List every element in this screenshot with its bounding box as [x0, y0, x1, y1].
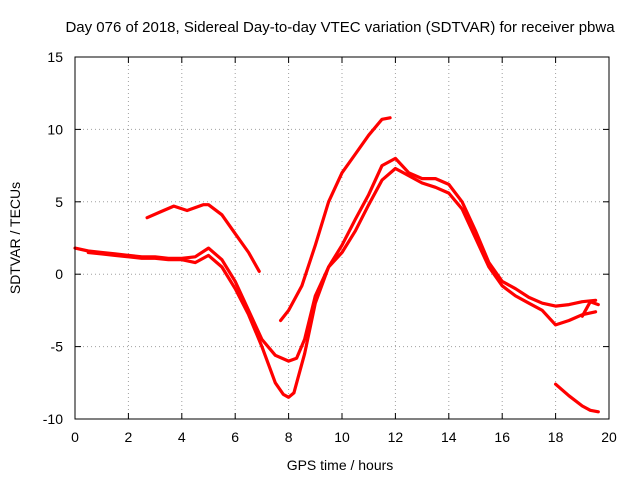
y-tick-label: 5: [55, 194, 63, 210]
y-axis-label: SDTVAR / TECUs: [7, 182, 23, 294]
series-track-4: [279, 116, 392, 323]
x-tick-label: 4: [178, 429, 186, 445]
y-tick-label: 15: [47, 49, 63, 65]
x-axis-label: GPS time / hours: [287, 457, 394, 473]
x-tick-label: 14: [441, 429, 457, 445]
x-tick-label: 6: [231, 429, 239, 445]
x-tick-label: 8: [285, 429, 293, 445]
x-tick-label: 20: [601, 429, 617, 445]
y-tick-labels: -10 -5 0 5 10 15: [43, 49, 63, 427]
y-tick-label: 10: [47, 121, 63, 137]
x-tick-label: 10: [334, 429, 350, 445]
x-tick-labels: 0 2 4 6 8 10 12 14 16 18 20: [71, 429, 617, 445]
x-tick-label: 18: [548, 429, 564, 445]
x-tick-label: 16: [494, 429, 510, 445]
series-track-3: [145, 203, 261, 273]
grid: [75, 57, 609, 419]
series-track-5: [554, 382, 600, 414]
y-tick-label: 0: [55, 266, 63, 282]
x-tick-label: 12: [388, 429, 404, 445]
plot-area: [73, 116, 600, 414]
y-tick-label: -5: [51, 339, 64, 355]
series-track-6: [580, 300, 600, 318]
chart-title: Day 076 of 2018, Sidereal Day-to-day VTE…: [65, 19, 615, 36]
y-tick-label: -10: [43, 411, 63, 427]
x-tick-label: 2: [125, 429, 133, 445]
x-tick-label: 0: [71, 429, 79, 445]
tick-marks: [74, 56, 610, 420]
series-track-2: [86, 166, 598, 399]
